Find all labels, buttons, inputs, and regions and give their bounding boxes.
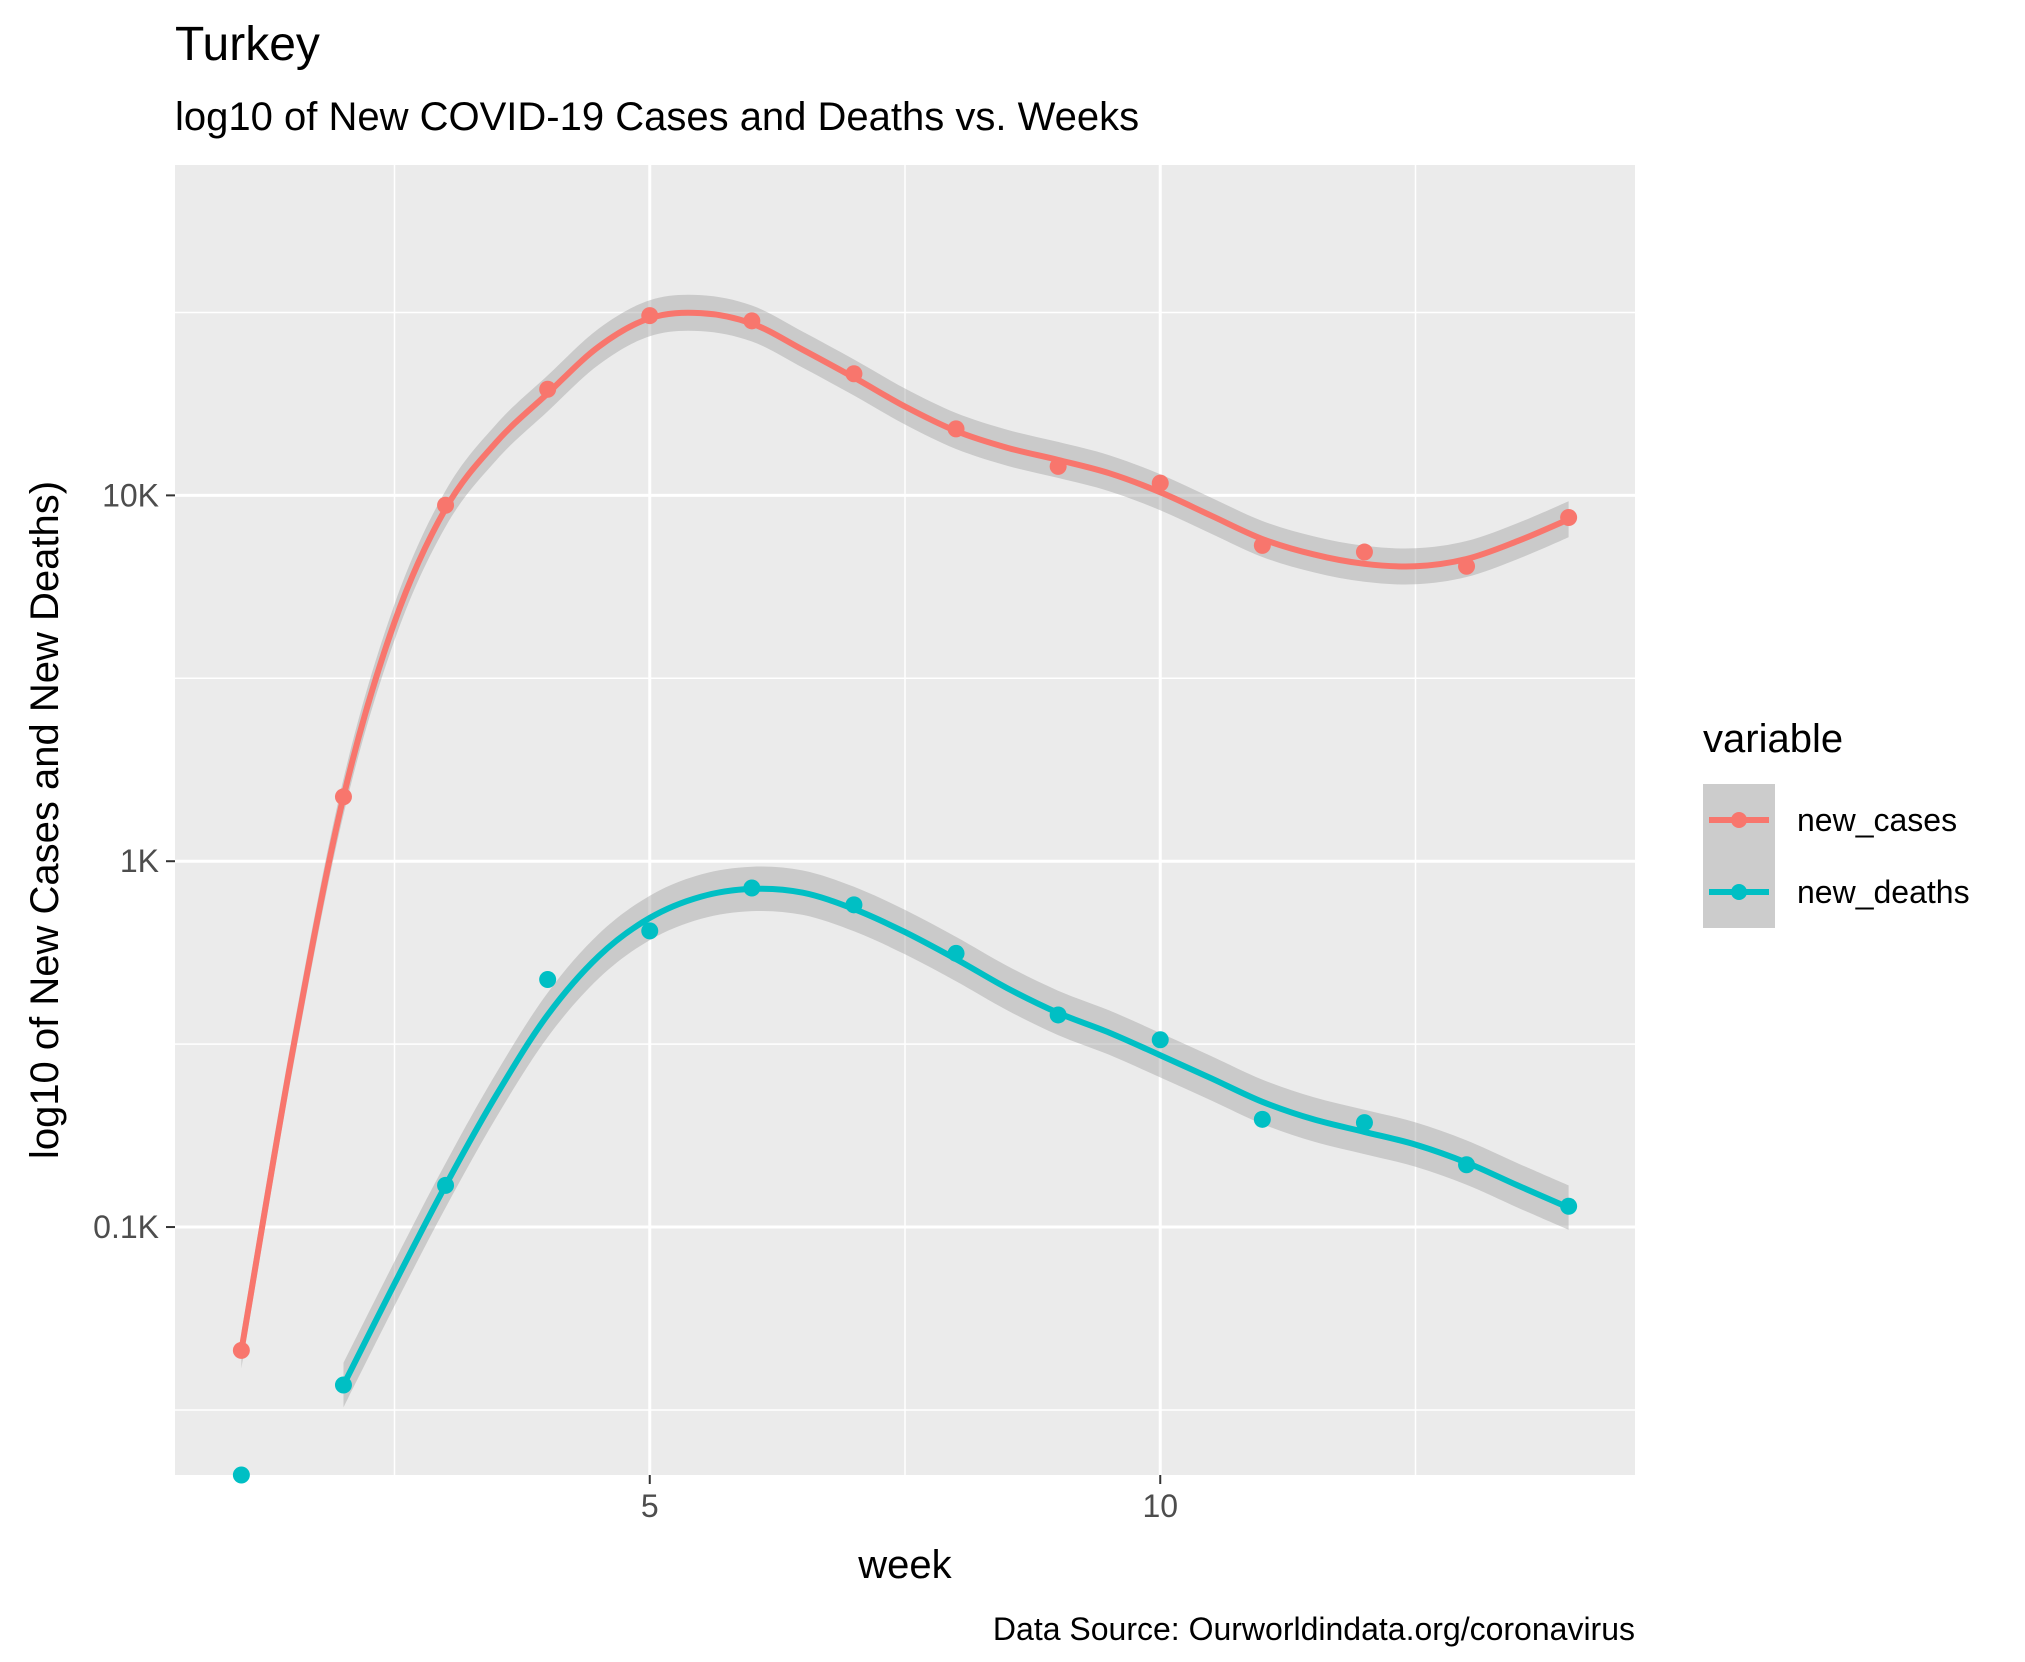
confidence-bands [241, 294, 1569, 1408]
x-tick-label-1: 10 [1142, 1488, 1178, 1524]
point-new_cases-7 [947, 420, 965, 438]
point-new_deaths-12 [1458, 1156, 1476, 1174]
y-tick-label-2: 10K [102, 477, 159, 513]
chart-subtitle: log10 of New COVID-19 Cases and Deaths v… [175, 95, 1139, 139]
y-tick-label-0: 0.1K [93, 1209, 159, 1245]
smooth-line-new_deaths [340, 885, 1572, 1388]
legend-key-point-deaths [1731, 884, 1747, 900]
point-new_cases-6 [845, 365, 863, 383]
point-new_cases-10 [1253, 536, 1271, 554]
point-new_deaths-7 [947, 944, 965, 962]
data-points [232, 307, 1578, 1484]
point-new_deaths-6 [845, 896, 863, 914]
point-new_deaths-11 [1355, 1114, 1373, 1132]
point-new_cases-1 [334, 788, 352, 806]
smooth-lines [238, 309, 1572, 1388]
point-new_cases-8 [1049, 457, 1067, 475]
smooth-line-new_cases [238, 309, 1572, 1354]
x-axis-title: week [857, 1543, 952, 1587]
caption: Data Source: Ourworldindata.org/coronavi… [993, 1611, 1635, 1647]
legend-title: variable [1703, 717, 1843, 761]
point-new_cases-11 [1355, 543, 1373, 561]
point-new_deaths-13 [1560, 1197, 1578, 1215]
legend-label-cases: new_cases [1797, 802, 1957, 838]
point-new_deaths-2 [437, 1176, 455, 1194]
point-new_deaths-9 [1151, 1031, 1169, 1049]
point-new_cases-0 [232, 1341, 250, 1359]
point-new_deaths-10 [1253, 1110, 1271, 1128]
point-new_cases-4 [641, 307, 659, 325]
point-new_deaths-0 [232, 1466, 250, 1484]
point-new_cases-13 [1560, 509, 1578, 527]
point-new_deaths-4 [641, 922, 659, 940]
x-tick-label-0: 5 [641, 1488, 659, 1524]
point-new_cases-5 [743, 312, 761, 330]
y-axis-ticks: 0.1K 1K 10K [93, 477, 175, 1245]
legend: variable new_cases new_deaths [1703, 717, 1970, 928]
point-new_cases-12 [1458, 557, 1476, 575]
point-new_cases-2 [437, 496, 455, 514]
point-new_deaths-5 [743, 879, 761, 897]
y-axis-title: log10 of New Cases and New Deaths) [23, 481, 67, 1159]
point-new_cases-3 [539, 380, 557, 398]
x-axis-ticks: 5 10 [641, 1475, 1178, 1524]
legend-key-point-cases [1731, 812, 1747, 828]
point-new_cases-9 [1151, 474, 1169, 492]
point-new_deaths-3 [539, 970, 557, 988]
chart-title: Turkey [175, 18, 320, 71]
grid-major [175, 165, 1635, 1475]
point-new_deaths-1 [334, 1376, 352, 1394]
grid-minor [175, 165, 1635, 1475]
confidence-band-new_deaths [343, 866, 1569, 1408]
point-new_deaths-8 [1049, 1006, 1067, 1024]
y-tick-label-1: 1K [120, 843, 159, 879]
legend-label-deaths: new_deaths [1797, 874, 1970, 910]
